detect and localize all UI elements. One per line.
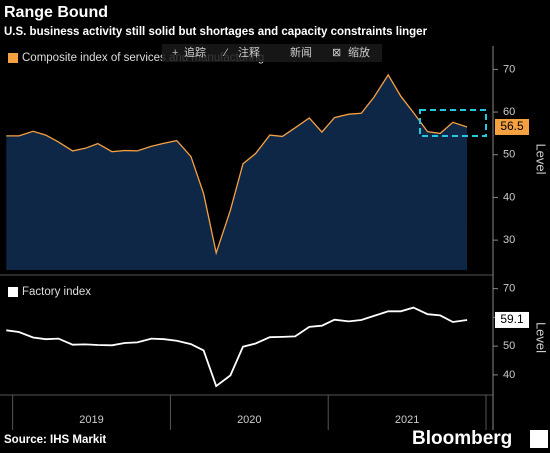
y-axis-label: Level: [534, 143, 549, 174]
value-label-box: [495, 311, 529, 328]
toolbar-icon: +: [172, 47, 178, 59]
y-tick-label: 30: [503, 234, 515, 246]
y-axis-label: Level: [534, 322, 549, 353]
chart-title: Range Bound: [4, 4, 108, 21]
x-tick-label: 2021: [395, 414, 419, 426]
value-label-box: [495, 118, 529, 135]
y-tick-label: 50: [503, 340, 515, 352]
y-tick-label: 50: [503, 149, 515, 161]
toolbar-button[interactable]: 缩放: [348, 45, 370, 59]
x-tick-label: 2019: [79, 414, 103, 426]
toolbar: + 追踪 ⁄ 注释 新闻 ⊠ 缩放: [162, 44, 382, 62]
chart-subtitle: U.S. business activity still solid but s…: [4, 26, 428, 38]
y-tick-label: 40: [503, 191, 515, 203]
line: [6, 306, 468, 388]
y-tick-label: 40: [503, 369, 515, 381]
legend-swatch: [8, 53, 18, 63]
toolbar-icon: ⊠: [332, 47, 341, 59]
x-tick-label: 2020: [237, 414, 261, 426]
toolbar-icon: ⁄: [222, 47, 229, 59]
toolbar-button[interactable]: 新闻: [290, 45, 312, 59]
toolbar-button[interactable]: 注释: [238, 45, 260, 59]
source: Source: IHS Markit: [4, 434, 106, 446]
brand-logo: Bloomberg: [412, 428, 512, 449]
area: [6, 74, 468, 271]
toolbar-button[interactable]: 追踪: [184, 45, 206, 59]
legend-label: Factory index: [22, 286, 91, 298]
value-label: 59.1: [500, 312, 524, 326]
y-tick-label: 60: [503, 106, 515, 118]
toolbar-bg: [162, 44, 382, 62]
line: [6, 73, 468, 256]
brand-icon: [530, 430, 548, 448]
legend-swatch: [8, 287, 18, 297]
highlight-box: [419, 109, 487, 137]
value-label: 56.5: [500, 119, 524, 133]
y-tick-label: 70: [503, 283, 515, 295]
y-tick-label: 70: [503, 63, 515, 75]
